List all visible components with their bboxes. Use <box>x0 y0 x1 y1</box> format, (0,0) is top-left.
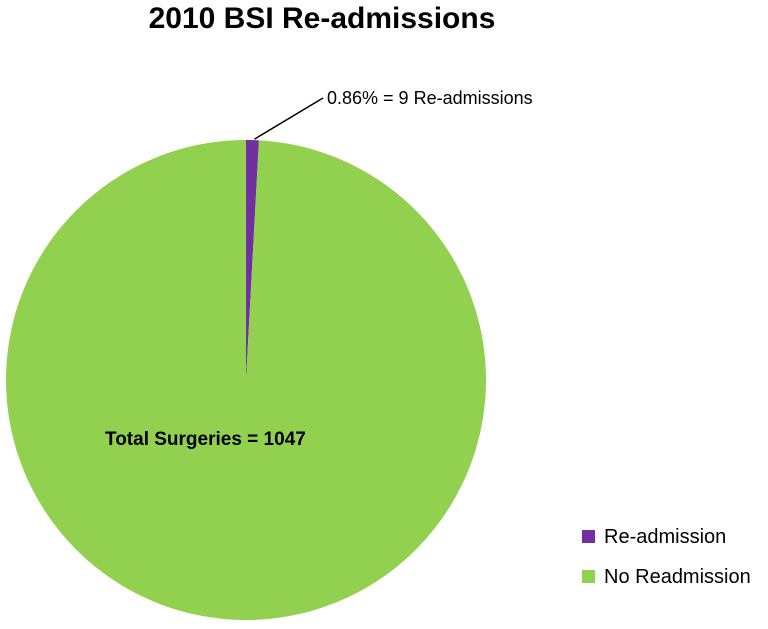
data-label-readmission: 0.86% = 9 Re-admissions <box>327 88 533 108</box>
legend-swatch-no-readmission <box>582 570 595 583</box>
legend-label-readmission: Re-admission <box>604 526 726 548</box>
pie-slice-no-readmission <box>6 140 487 620</box>
legend-label-no-readmission: No Readmission <box>604 566 751 588</box>
data-label-total-surgeries: Total Surgeries = 1047 <box>105 429 306 450</box>
chart-title: 2010 BSI Re-admissions <box>149 2 496 35</box>
pie-slices <box>6 140 487 620</box>
data-label-leader-line <box>254 97 324 140</box>
pie-slice-re-admission <box>246 140 259 380</box>
legend-swatch-readmission <box>582 530 595 543</box>
legend: Re-admission No Readmission <box>582 526 751 588</box>
